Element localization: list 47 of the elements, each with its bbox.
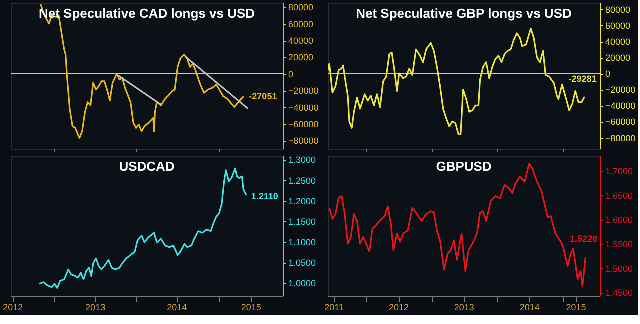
y-tick-label: 1.6000	[606, 215, 634, 226]
x-tick-label: 2014	[520, 302, 540, 312]
y-tick-label: 1.5500	[606, 239, 634, 250]
y-tick-label: 20000	[606, 53, 631, 64]
chart-title: USDCAD	[119, 159, 175, 174]
y-tick-label: 80000	[606, 4, 631, 15]
x-tick-label: 2011	[324, 302, 344, 312]
annotation: 1.2110	[251, 191, 278, 202]
y-tick-label: −40000	[606, 101, 636, 112]
y-tick-label: 60000	[606, 20, 631, 31]
y-tick-label: −60000	[606, 117, 636, 128]
y-tick-label: −80000	[288, 136, 319, 146]
y-tick-label: 1.1500	[288, 216, 316, 227]
y-tick-label: 1.2500	[288, 176, 316, 186]
x-tick-label: 2014	[167, 302, 188, 312]
y-tick-label: 1.0000	[288, 278, 316, 289]
y-tick-label: 1.0500	[288, 258, 316, 268]
y-tick-label: 1.1000	[288, 238, 316, 248]
y-tick-label: 1.2000	[288, 196, 316, 206]
y-tick-label: 0	[606, 69, 611, 80]
x-tick-label: 2013	[86, 302, 106, 312]
y-tick-label: 1.3000	[288, 155, 316, 166]
annotation: 1.5228	[570, 234, 598, 244]
y-tick-label: 0	[288, 69, 294, 80]
y-tick-label: 80000	[288, 2, 314, 13]
x-tick-label: 2013	[454, 302, 474, 312]
y-tick-label: 60000	[288, 19, 314, 30]
y-tick-label: 1.4500	[606, 288, 634, 298]
y-tick-label: 20000	[288, 52, 314, 63]
y-tick-label: −20000	[606, 85, 636, 96]
annotation: -27051	[249, 91, 278, 102]
chart-title: Net Speculative GBP longs vs USD	[356, 6, 572, 21]
y-tick-label: 1.6500	[606, 190, 634, 201]
y-tick-label: 1.7000	[606, 166, 634, 177]
x-tick-label: 2015	[566, 302, 586, 312]
y-tick-label: −20000	[288, 86, 319, 96]
y-tick-label: −40000	[288, 102, 319, 113]
y-tick-label: 1.5000	[606, 264, 634, 274]
y-tick-label: −60000	[288, 119, 319, 130]
chart-title: GBPUSD	[436, 159, 492, 174]
y-tick-label: −80000	[606, 133, 636, 144]
y-tick-label: 40000	[606, 37, 631, 48]
x-tick-label: 2015	[241, 302, 262, 312]
x-tick-label: 2012	[389, 302, 410, 312]
y-tick-label: 40000	[288, 36, 314, 46]
x-tick-label: 2012	[3, 302, 24, 312]
annotation: -29281	[568, 74, 597, 84]
